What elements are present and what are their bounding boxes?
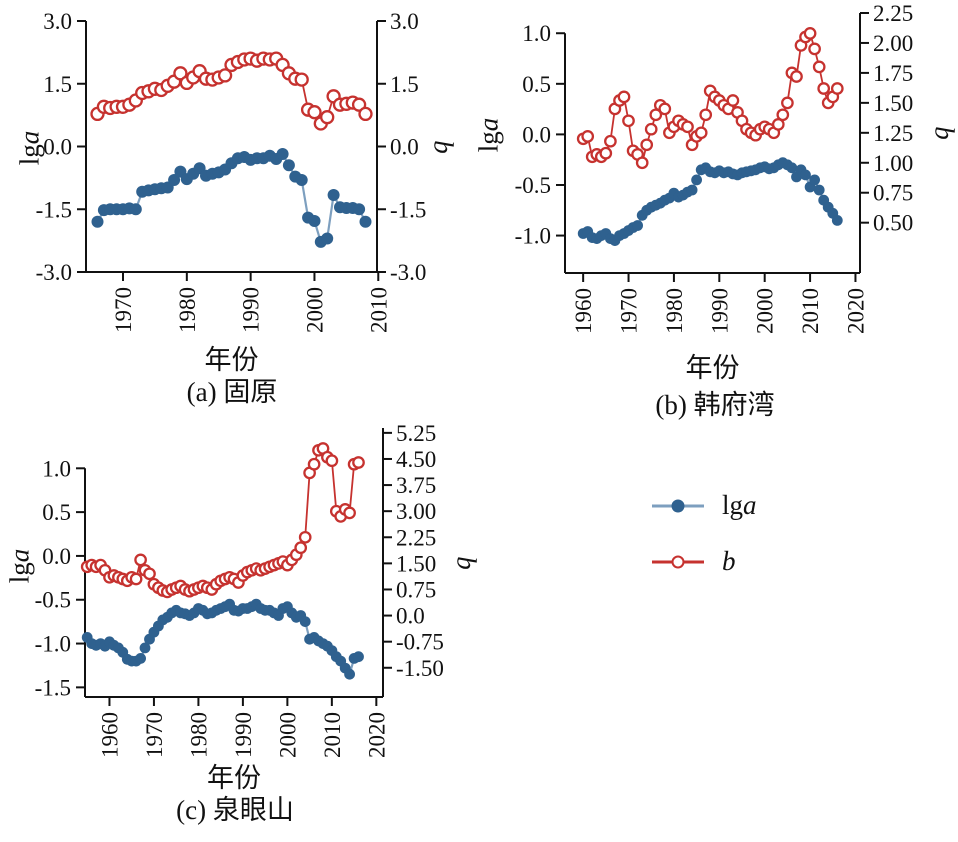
svg-text:1.50: 1.50 [396,551,436,576]
svg-text:1.0: 1.0 [42,456,71,481]
chart-a-guyuan: 3.0 1.5 0.0 -1.5 -3.0 3.0 1.5 0.0 -1.5 -3.0 1970 19… [36,9,427,333]
chart-b-hanfuwan: 1.0 0.5 0.0 -0.5 -1.0 2.25 2.00 1.75 1.50 1.25 1.0… [515,1,914,334]
svg-text:1960: 1960 [571,288,596,334]
chart-a-right-axis-label: b [428,140,459,154]
svg-text:3.00: 3.00 [396,499,436,524]
svg-text:0.50: 0.50 [873,211,913,236]
svg-text:3.0: 3.0 [43,9,72,34]
svg-text:2.25: 2.25 [396,525,436,550]
svg-text:0.0: 0.0 [396,604,425,629]
chart-b-caption: (b) 韩府湾 [655,390,775,420]
svg-text:1980: 1980 [175,287,200,333]
chart-b-left-axis-label: lga [473,117,504,153]
svg-text:0.75: 0.75 [396,577,436,602]
lga-line-marker-swatch [652,498,704,514]
legend-item-lga: lga [652,492,757,519]
chart-b-xaxis-title: 年份 [685,353,740,383]
svg-text:2010: 2010 [320,712,345,758]
b-line-marker-swatch [652,554,704,570]
svg-text:-1.0: -1.0 [515,224,551,249]
svg-text:4.50: 4.50 [396,447,436,472]
svg-text:2000: 2000 [753,288,778,334]
svg-text:0.5: 0.5 [42,500,71,525]
legend-label-b: b [722,546,736,576]
svg-text:1.0: 1.0 [522,21,551,46]
legend-item-b: b [652,548,736,575]
svg-text:2000: 2000 [275,712,300,758]
svg-text:1990: 1990 [231,712,256,758]
chart-c-caption: (c) 泉眼山 [176,795,294,825]
svg-text:0.0: 0.0 [522,122,551,147]
chart-c-right-axis-label: b [451,556,482,570]
svg-text:-1.5: -1.5 [35,675,71,700]
svg-text:0.0: 0.0 [42,544,71,569]
svg-text:0.0: 0.0 [43,135,72,160]
svg-text:1970: 1970 [142,712,167,758]
svg-text:-3.0: -3.0 [36,260,72,285]
svg-text:0.5: 0.5 [522,72,551,97]
svg-text:-1.0: -1.0 [35,632,71,657]
svg-text:1990: 1990 [707,288,732,334]
svg-text:1990: 1990 [239,287,264,333]
svg-text:3.0: 3.0 [390,9,419,34]
svg-text:2.00: 2.00 [873,31,913,56]
chart-c-left-axis-label: lga [4,548,35,584]
svg-text:1.25: 1.25 [873,121,913,146]
svg-text:-3.0: -3.0 [390,260,426,285]
svg-text:-1.5: -1.5 [390,197,426,222]
chart-b-right-axis-label: b [929,126,958,140]
svg-text:-0.5: -0.5 [515,173,551,198]
chart-a-left-axis-label: lga [14,130,45,166]
svg-text:5.25: 5.25 [396,421,436,446]
svg-text:3.75: 3.75 [396,473,436,498]
svg-text:2020: 2020 [843,288,868,334]
chart-a-xaxis-title: 年份 [204,345,259,375]
svg-text:1970: 1970 [111,287,136,333]
svg-text:1.50: 1.50 [873,91,913,116]
svg-text:2.25: 2.25 [873,1,913,26]
svg-text:-1.5: -1.5 [36,197,72,222]
svg-text:2000: 2000 [302,287,327,333]
chart-a-caption: (a) 固原 [186,377,278,407]
svg-text:1960: 1960 [97,712,122,758]
svg-text:1.00: 1.00 [873,151,913,176]
legend-label-lga: lga [722,490,757,520]
svg-text:1.75: 1.75 [873,61,913,86]
svg-text:0.75: 0.75 [873,181,913,206]
svg-text:1980: 1980 [186,712,211,758]
svg-text:-1.50: -1.50 [396,656,444,681]
svg-text:2020: 2020 [364,712,389,758]
svg-text:0.0: 0.0 [390,135,419,160]
svg-text:2010: 2010 [366,287,391,333]
chart-c-xaxis-title: 年份 [207,763,261,793]
svg-text:-0.5: -0.5 [35,588,71,613]
svg-text:1980: 1980 [662,288,687,334]
svg-text:1.5: 1.5 [390,72,419,97]
svg-text:1970: 1970 [617,288,642,334]
svg-text:2010: 2010 [798,288,823,334]
svg-text:1.5: 1.5 [43,72,72,97]
svg-text:-0.75: -0.75 [396,630,444,655]
chart-c-quanyanshan: 1.0 0.5 0.0 -0.5 -1.0 -1.5 5.254.503.753.002.2… [35,421,444,758]
